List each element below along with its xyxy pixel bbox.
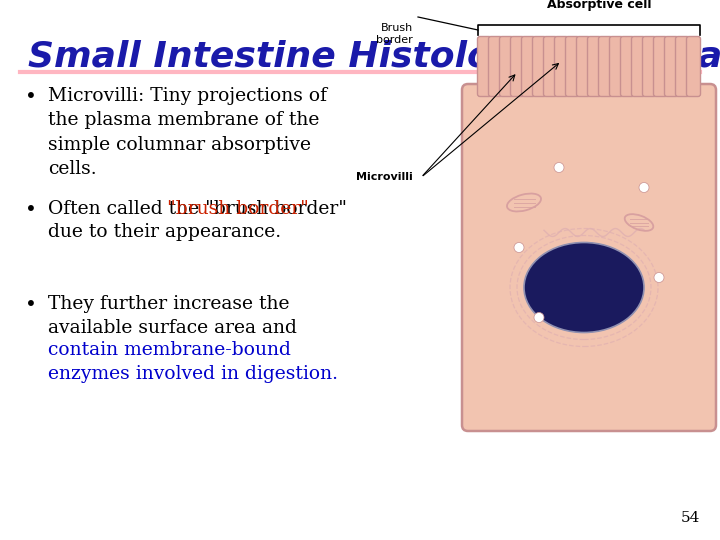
FancyBboxPatch shape xyxy=(588,37,601,97)
Circle shape xyxy=(534,313,544,322)
Text: •: • xyxy=(25,200,37,219)
FancyBboxPatch shape xyxy=(462,84,716,431)
FancyBboxPatch shape xyxy=(610,37,624,97)
FancyBboxPatch shape xyxy=(654,37,667,97)
Text: Small Intestine Histology: Mucosa: Small Intestine Histology: Mucosa xyxy=(28,40,720,74)
Text: contain membrane-bound
enzymes involved in digestion.: contain membrane-bound enzymes involved … xyxy=(48,341,338,383)
Text: "brush border": "brush border" xyxy=(167,200,309,218)
Ellipse shape xyxy=(524,242,644,333)
FancyBboxPatch shape xyxy=(554,37,569,97)
Text: Often called the "brush border": Often called the "brush border" xyxy=(48,200,347,218)
Text: due to their appearance.: due to their appearance. xyxy=(48,223,281,241)
Text: They further increase the
available surface area and: They further increase the available surf… xyxy=(48,295,297,338)
FancyBboxPatch shape xyxy=(544,37,557,97)
Text: •: • xyxy=(25,295,37,314)
FancyBboxPatch shape xyxy=(621,37,634,97)
Circle shape xyxy=(514,242,524,253)
FancyBboxPatch shape xyxy=(565,37,580,97)
FancyBboxPatch shape xyxy=(510,37,524,97)
Text: •: • xyxy=(25,87,37,106)
Text: Microvilli: Tiny projections of
the plasma membrane of the
simple columnar absor: Microvilli: Tiny projections of the plas… xyxy=(48,87,327,178)
FancyBboxPatch shape xyxy=(521,37,536,97)
FancyBboxPatch shape xyxy=(477,37,492,97)
FancyBboxPatch shape xyxy=(686,37,701,97)
Text: Microvilli: Microvilli xyxy=(356,172,413,183)
Circle shape xyxy=(639,183,649,192)
FancyBboxPatch shape xyxy=(675,37,690,97)
FancyBboxPatch shape xyxy=(598,37,613,97)
FancyBboxPatch shape xyxy=(631,37,646,97)
FancyBboxPatch shape xyxy=(642,37,657,97)
FancyBboxPatch shape xyxy=(577,37,590,97)
FancyBboxPatch shape xyxy=(533,37,546,97)
FancyBboxPatch shape xyxy=(500,37,513,97)
Circle shape xyxy=(654,273,664,282)
Circle shape xyxy=(554,163,564,172)
Text: Absorptive cell: Absorptive cell xyxy=(546,0,652,11)
Text: Brush
border: Brush border xyxy=(377,23,413,45)
FancyBboxPatch shape xyxy=(488,37,503,97)
FancyBboxPatch shape xyxy=(665,37,678,97)
Text: 54: 54 xyxy=(680,511,700,525)
